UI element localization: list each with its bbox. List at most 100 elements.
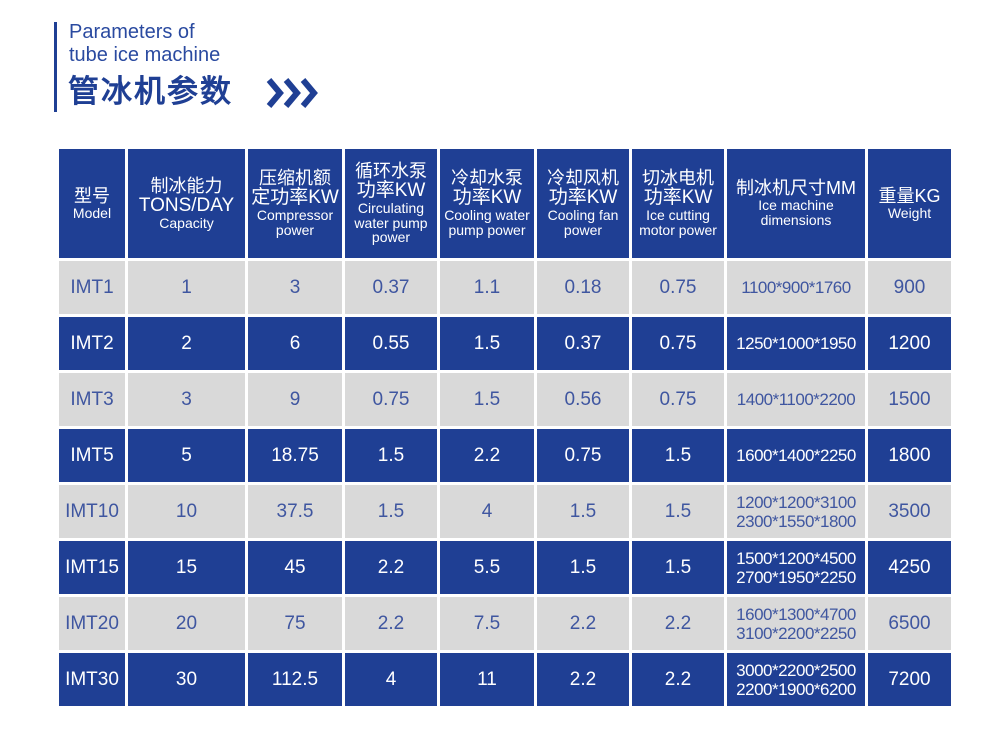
table-cell: 18.75 [248,429,342,482]
table-cell: 2.2 [537,597,629,650]
table-row: IMT30 30 112.5 4 11 2.2 2.2 3000*2200*2500 2200*… [59,653,951,706]
parameters-table: 型号 Model 制冰能力 TONS/DAY Capacity 压缩机额 定功率KW Comp… [56,146,954,709]
table-cell: 9 [248,373,342,426]
table-cell: 1500*1200*4500 2700*1950*2250 [727,541,865,594]
table-cell: 1.5 [537,485,629,538]
table-cell: 2.2 [632,597,724,650]
table-row: IMT2 2 6 0.55 1.5 0.37 0.75 1250*1000*1950 1200 [59,317,951,370]
table-cell: 4250 [868,541,951,594]
table-cell: 1.5 [345,429,437,482]
table-cell: IMT15 [59,541,125,594]
table-cell: 900 [868,261,951,314]
table-cell: 2.2 [345,541,437,594]
header-zh: 循环水泵 [355,161,427,182]
header-en: Ice machine dimensions [758,197,834,228]
header-zh: 冷却水泵 [451,168,523,189]
header-zh-unit: 功率KW [356,179,426,201]
table-cell: 3500 [868,485,951,538]
header-en: Capacity [159,214,214,231]
table-cell: 5.5 [440,541,534,594]
header-zh: 切冰电机 [642,168,714,189]
dimension-value: 2200*1900*6200 [736,679,856,699]
dimension-value: 3000*2200*2500 [736,660,856,680]
dimension-value: 3100*2200*2250 [736,623,856,643]
dimension-value: 1500*1200*4500 [736,548,856,568]
column-header: 切冰电机 功率KW Ice cutting motor power [632,149,724,258]
column-header: 冷却风机 功率KW Cooling fan power [537,149,629,258]
table-cell: 75 [248,597,342,650]
header-zh-unit: 定功率KW [251,187,339,209]
table-cell: 20 [128,597,245,650]
table-cell: 1.5 [632,541,724,594]
table-cell: 2 [128,317,245,370]
table-cell: IMT5 [59,429,125,482]
column-header: 冷却水泵 功率KW Cooling water pump power [440,149,534,258]
table-cell: 45 [248,541,342,594]
table-cell: 1.5 [440,317,534,370]
column-header: 重量KG Weight [868,149,951,258]
title-zh: 管冰机参数 [68,74,233,110]
header-zh: 型号 [74,185,110,206]
table-cell: 37.5 [248,485,342,538]
dimension-value: 1250*1000*1950 [736,334,856,353]
header-zh-unit: 功率KW [452,187,522,209]
table-cell: 15 [128,541,245,594]
table-cell: 1.1 [440,261,534,314]
table-cell: 11 [440,653,534,706]
dimension-value: 1600*1400*2250 [736,446,856,465]
table-cell: 1250*1000*1950 [727,317,865,370]
table-cell: 1.5 [537,541,629,594]
dimension-value: 2700*1950*2250 [736,567,856,587]
table-cell: 4 [440,485,534,538]
table-cell: 1.5 [440,373,534,426]
header-en: Circulating water pump power [354,199,428,246]
table-cell: 6 [248,317,342,370]
table-cell: 1.5 [632,485,724,538]
header-row: 型号 Model 制冰能力 TONS/DAY Capacity 压缩机额 定功率KW Comp… [59,149,951,258]
dimension-value: 2300*1550*1800 [736,511,856,531]
table-cell: IMT3 [59,373,125,426]
table-cell: 2.2 [632,653,724,706]
table-cell: 1.5 [345,485,437,538]
table-cell: 112.5 [248,653,342,706]
column-header: 循环水泵 功率KW Circulating water pump power [345,149,437,258]
table-cell: 0.18 [537,261,629,314]
table-cell: IMT10 [59,485,125,538]
dimension-value: 1200*1200*3100 [736,492,856,512]
table-cell: 0.75 [537,429,629,482]
dimension-value: 1100*900*1760 [741,278,851,297]
table-row: IMT3 3 9 0.75 1.5 0.56 0.75 1400*1100*2200 1500 [59,373,951,426]
header-zh-unit: 功率KW [548,187,618,209]
table-cell: IMT1 [59,261,125,314]
table-cell: 0.75 [632,317,724,370]
column-header: 型号 Model [59,149,125,258]
table-cell: 0.75 [632,261,724,314]
table-cell: 1800 [868,429,951,482]
table-cell: 1.5 [632,429,724,482]
dimension-value: 1400*1100*2200 [736,390,856,409]
header-zh-unit: TONS/DAY [138,194,235,216]
table-cell: 0.75 [345,373,437,426]
table-row: IMT10 10 37.5 1.5 4 1.5 1.5 1200*1200*3100 2300*… [59,485,951,538]
header-en: Cooling water pump power [444,207,530,238]
header-en: Ice cutting motor power [639,207,717,238]
dimension-value: 1600*1300*4700 [736,604,856,624]
header-zh: 压缩机额 [259,168,331,189]
table-cell: 3 [128,373,245,426]
header-zh: 重量KG [878,185,941,206]
table-cell: 1200 [868,317,951,370]
table-cell: 1 [128,261,245,314]
header-en: Weight [887,204,932,221]
table-row: IMT15 15 45 2.2 5.5 1.5 1.5 1500*1200*4500 2700*… [59,541,951,594]
table-cell: 0.37 [537,317,629,370]
table-cell: 0.37 [345,261,437,314]
title-en-line2: tube ice machine [69,44,221,66]
title-accent-bar [54,22,57,112]
table-cell: 7200 [868,653,951,706]
table-cell: 1100*900*1760 [727,261,865,314]
header-zh-unit: 功率KW [643,187,713,209]
table-cell: 0.75 [632,373,724,426]
table-cell: 6500 [868,597,951,650]
header-zh: 制冰能力 [150,175,223,196]
header-en: Compressor power [256,207,334,238]
